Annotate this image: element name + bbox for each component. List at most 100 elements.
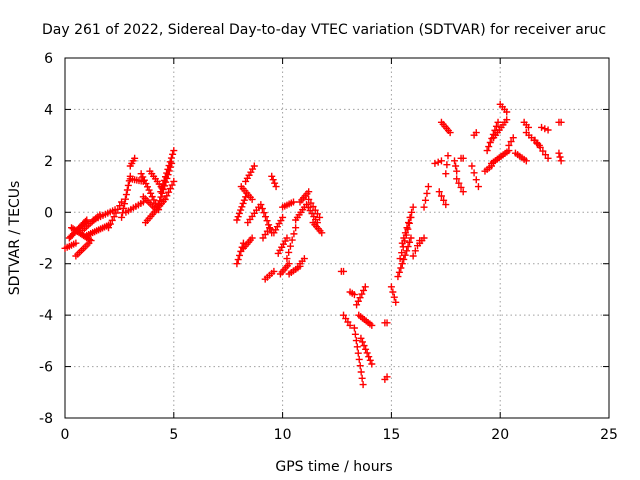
y-tick-label: -6 — [39, 360, 53, 376]
data-point — [352, 337, 360, 345]
data-point — [262, 213, 270, 221]
data-point — [161, 195, 169, 203]
data-point — [383, 319, 391, 327]
data-point — [409, 252, 417, 260]
data-point — [236, 251, 244, 259]
data-point — [239, 199, 247, 207]
data-point — [541, 125, 549, 133]
data-point — [434, 158, 442, 166]
data-point — [435, 188, 443, 196]
data-point — [237, 206, 245, 214]
x-tick-label: 10 — [274, 427, 292, 443]
data-point — [534, 140, 542, 148]
data-point — [444, 152, 452, 160]
data-point — [155, 201, 163, 209]
data-point — [507, 138, 515, 146]
data-point — [258, 205, 266, 213]
data-point — [366, 356, 374, 364]
data-point — [408, 208, 416, 216]
data-point — [85, 239, 93, 247]
y-tick-label: 0 — [44, 205, 53, 221]
data-point — [406, 238, 414, 246]
data-point — [289, 198, 297, 206]
data-point — [156, 197, 164, 205]
data-point — [356, 362, 364, 370]
data-point — [357, 334, 365, 342]
data-point — [271, 179, 279, 187]
data-point — [120, 200, 128, 208]
data-point — [404, 225, 412, 233]
data-point — [288, 236, 296, 244]
data-point — [359, 381, 367, 389]
data-point — [440, 196, 448, 204]
data-point — [233, 216, 241, 224]
data-point — [399, 243, 407, 251]
data-point — [354, 297, 362, 305]
data-point — [112, 209, 120, 217]
data-point — [394, 273, 402, 281]
data-point — [453, 167, 461, 175]
data-point — [166, 185, 174, 193]
data-point — [452, 162, 460, 170]
data-point — [524, 123, 532, 131]
data-point — [124, 181, 132, 189]
data-point — [257, 201, 265, 209]
data-point — [431, 159, 439, 167]
data-point — [106, 220, 114, 228]
data-point — [116, 202, 124, 210]
data-point — [260, 209, 268, 217]
data-point — [538, 123, 546, 131]
data-point — [387, 283, 395, 291]
data-point — [409, 203, 417, 211]
data-point — [368, 321, 376, 329]
data-point — [170, 177, 178, 185]
data-point — [356, 294, 364, 302]
data-point — [290, 230, 298, 238]
data-point — [557, 118, 565, 126]
data-point — [365, 353, 373, 361]
data-point — [283, 234, 291, 242]
data-point — [131, 154, 139, 162]
data-point — [168, 181, 176, 189]
data-point — [346, 321, 354, 329]
data-point — [272, 183, 280, 191]
x-tick-label: 20 — [491, 427, 509, 443]
data-point — [350, 324, 358, 332]
x-tick-label: 25 — [600, 427, 618, 443]
data-point — [457, 183, 465, 191]
data-point — [470, 169, 478, 177]
data-point — [163, 192, 171, 200]
data-point — [148, 193, 156, 201]
data-point — [120, 204, 128, 212]
data-point — [503, 108, 511, 116]
data-point — [389, 288, 397, 296]
data-point — [263, 217, 271, 225]
data-point — [539, 147, 547, 155]
data-point — [400, 255, 408, 263]
data-point — [398, 249, 406, 257]
data-point — [357, 368, 365, 376]
data-point — [248, 234, 256, 242]
data-point — [396, 255, 404, 263]
data-point — [250, 162, 258, 170]
data-point — [398, 239, 406, 247]
data-point — [486, 138, 494, 146]
data-point — [392, 298, 400, 306]
data-point — [159, 180, 167, 188]
data-point — [395, 268, 403, 276]
y-tick-label: 4 — [44, 102, 53, 118]
data-point — [404, 219, 412, 227]
axis-ticks: 0 5 10 15 20 25 -8 -6 -4 -2 0 2 4 6 — [39, 51, 618, 443]
data-point — [165, 162, 173, 170]
data-point — [283, 255, 291, 263]
data-point — [492, 122, 500, 130]
data-point — [453, 175, 461, 183]
data-point — [279, 213, 287, 221]
data-point — [150, 196, 158, 204]
data-point — [442, 201, 450, 209]
x-tick-label: 5 — [169, 427, 178, 443]
data-point — [401, 251, 409, 259]
data-point — [266, 224, 274, 232]
data-point — [166, 158, 174, 166]
